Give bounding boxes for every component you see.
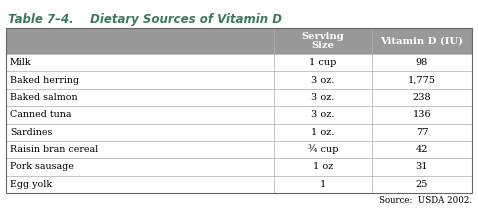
Text: Pork sausage: Pork sausage	[10, 163, 74, 171]
Bar	[372, 124, 472, 141]
Text: Vitamin D (IU): Vitamin D (IU)	[380, 36, 463, 46]
Text: Milk: Milk	[10, 58, 32, 67]
Bar	[6, 106, 274, 124]
Bar	[274, 89, 372, 106]
Text: 77: 77	[416, 128, 428, 137]
Bar	[6, 124, 274, 141]
Bar	[6, 28, 472, 193]
Text: Source:  USDA 2002.: Source: USDA 2002.	[379, 196, 472, 205]
Text: 98: 98	[416, 58, 428, 67]
Bar	[372, 71, 472, 89]
Bar	[274, 54, 372, 71]
Bar	[274, 71, 372, 89]
Text: Baked herring: Baked herring	[10, 76, 79, 85]
Text: Table 7–4.    Dietary Sources of Vitamin D: Table 7–4. Dietary Sources of Vitamin D	[8, 13, 282, 26]
Bar	[6, 89, 274, 106]
Text: Canned tuna: Canned tuna	[10, 110, 72, 119]
Bar	[6, 176, 274, 193]
Text: 136: 136	[413, 110, 431, 119]
Bar	[372, 158, 472, 176]
Text: 3 oz.: 3 oz.	[311, 93, 335, 102]
Text: Egg yolk: Egg yolk	[10, 180, 52, 189]
Text: 42: 42	[416, 145, 428, 154]
Bar	[274, 28, 372, 54]
Bar	[372, 176, 472, 193]
Text: 1 cup: 1 cup	[309, 58, 337, 67]
Bar	[6, 71, 274, 89]
Text: 1 oz.: 1 oz.	[311, 128, 335, 137]
Text: Baked salmon: Baked salmon	[10, 93, 77, 102]
Text: 1: 1	[320, 180, 326, 189]
Bar	[372, 106, 472, 124]
Bar	[372, 28, 472, 54]
Bar	[274, 158, 372, 176]
Bar	[274, 176, 372, 193]
Bar	[6, 158, 274, 176]
Bar	[372, 89, 472, 106]
Text: 25: 25	[416, 180, 428, 189]
Text: 31: 31	[416, 163, 428, 171]
Text: 3 oz.: 3 oz.	[311, 110, 335, 119]
Bar	[372, 141, 472, 158]
Text: 1,775: 1,775	[408, 76, 436, 85]
Text: Serving
Size: Serving Size	[302, 32, 344, 50]
Text: ¾ cup: ¾ cup	[308, 145, 338, 154]
Bar	[6, 54, 274, 71]
Bar	[274, 141, 372, 158]
Text: 3 oz.: 3 oz.	[311, 76, 335, 85]
Bar	[274, 124, 372, 141]
Text: Sardines: Sardines	[10, 128, 53, 137]
Bar	[6, 28, 274, 54]
Bar	[372, 54, 472, 71]
Text: Raisin bran cereal: Raisin bran cereal	[10, 145, 98, 154]
Bar	[274, 106, 372, 124]
Text: 1 oz: 1 oz	[313, 163, 333, 171]
Text: 238: 238	[413, 93, 431, 102]
Bar	[6, 141, 274, 158]
